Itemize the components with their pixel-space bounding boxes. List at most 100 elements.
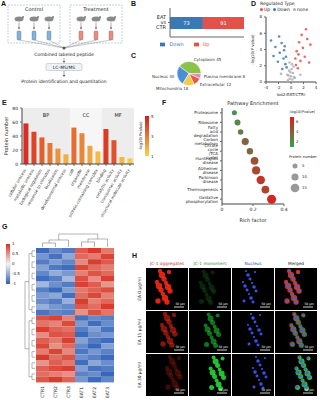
svg-text:catalytic activity: catalytic activity: [94, 168, 115, 200]
svg-text:CTR2: CTR2: [53, 386, 58, 398]
svg-text:2: 2: [296, 139, 299, 144]
svg-text:structural molecule activity: structural molecule activity: [99, 167, 131, 218]
svg-text:50 μm: 50 μm: [218, 345, 228, 349]
svg-text:-4: -4: [264, 85, 268, 90]
svg-text:-log10(Pvalue): -log10(Pvalue): [138, 121, 143, 151]
svg-text:Cytoplasm 45: Cytoplasm 45: [194, 57, 222, 62]
svg-text:4: 4: [296, 129, 299, 134]
svg-text:-log10(P value): -log10(P value): [250, 34, 255, 65]
svg-text:4: 4: [259, 47, 262, 52]
svg-text:Nucleus 30: Nucleus 30: [152, 74, 175, 79]
svg-text:Proteasome: Proteasome: [194, 110, 218, 115]
svg-text:50 μm: 50 μm: [218, 388, 228, 392]
svg-text:LC-MS/MS: LC-MS/MS: [53, 65, 75, 70]
svg-text:Control: Control: [25, 6, 43, 12]
svg-text:Alzheimerdisease: Alzheimerdisease: [198, 166, 219, 175]
svg-text:Merged: Merged: [288, 261, 304, 266]
svg-text:Protein number: Protein number: [289, 155, 317, 159]
svg-text:CTR1: CTR1: [40, 386, 45, 398]
svg-text:4: 4: [315, 85, 318, 90]
svg-text:Parkinsondisease: Parkinsondisease: [199, 175, 219, 184]
svg-text:Oxidativephosphorylation: Oxidativephosphorylation: [186, 195, 219, 204]
svg-text:EA 0 μg/ml: EA 0 μg/ml: [137, 277, 142, 300]
svg-text:Rich factor: Rich factor: [239, 217, 267, 222]
svg-text:91: 91: [220, 20, 226, 26]
svg-text:50 μm: 50 μm: [261, 302, 271, 306]
svg-text:50 μm: 50 μm: [218, 302, 228, 306]
svg-text:EATvsCTR: EATvsCTR: [156, 14, 167, 30]
svg-text:MF: MF: [114, 112, 121, 118]
svg-text:EA 30 μg/ml: EA 30 μg/ml: [137, 362, 142, 388]
svg-text:-2: -2: [277, 85, 281, 90]
svg-text:0.2: 0.2: [249, 207, 256, 212]
svg-text:50 μm: 50 μm: [175, 388, 185, 392]
svg-text:Extracellular 12: Extracellular 12: [200, 82, 232, 87]
svg-text:20: 20: [12, 148, 18, 153]
svg-text:50 μm: 50 μm: [304, 388, 314, 392]
svg-text:5: 5: [151, 114, 154, 119]
svg-text:1: 1: [12, 241, 15, 246]
svg-text:0: 0: [290, 85, 293, 90]
svg-text:5: 5: [302, 163, 305, 168]
svg-text:Plasma membrane 8: Plasma membrane 8: [204, 74, 246, 79]
svg-text:-1: -1: [12, 281, 16, 286]
svg-text:developmental process: developmental process: [39, 168, 67, 211]
svg-text:Combined labeled peptide: Combined labeled peptide: [34, 52, 94, 57]
svg-text:organelle: organelle: [69, 168, 83, 187]
svg-text:binding: binding: [95, 168, 107, 184]
svg-text:0.4: 0.4: [280, 207, 287, 212]
svg-text:Nucleus: Nucleus: [244, 261, 262, 266]
svg-text:Ribosome: Ribosome: [198, 120, 218, 125]
svg-text:-log10(Pvalue): -log10(Pvalue): [289, 110, 316, 114]
svg-text:40: 40: [12, 134, 18, 139]
svg-text:CTR3: CTR3: [66, 386, 71, 398]
svg-text:Fattyaciddegradation: Fattyaciddegradation: [194, 125, 219, 138]
svg-text:15: 15: [302, 185, 307, 190]
svg-text:50 μm: 50 μm: [175, 345, 185, 349]
svg-text:50 μm: 50 μm: [304, 345, 314, 349]
svg-text:-0.5: -0.5: [12, 271, 20, 276]
svg-text:cellular process: cellular process: [6, 168, 27, 198]
svg-text:CC: CC: [83, 112, 90, 118]
svg-text:Mitochondria 18: Mitochondria 18: [156, 86, 189, 91]
svg-text:Protein number: Protein number: [3, 116, 9, 156]
svg-text:2: 2: [302, 85, 305, 90]
svg-text:3: 3: [151, 134, 154, 139]
svg-text:membrane: membrane: [75, 168, 91, 190]
svg-text:log2(EAT/CTR): log2(EAT/CTR): [277, 92, 306, 96]
svg-text:0.5: 0.5: [12, 251, 19, 256]
svg-text:10: 10: [302, 174, 307, 179]
svg-text:Treatment: Treatment: [82, 6, 108, 12]
svg-text:0: 0: [259, 79, 262, 84]
svg-text:response to stimulus: response to stimulus: [25, 168, 51, 207]
svg-text:EA 15 μg/ml: EA 15 μg/ml: [137, 319, 142, 345]
svg-text:50 μm: 50 μm: [304, 302, 314, 306]
svg-text:Thermogenesis: Thermogenesis: [186, 187, 218, 192]
svg-text:50 μm: 50 μm: [261, 388, 271, 392]
svg-text:BP: BP: [43, 112, 49, 118]
svg-text:50 μm: 50 μm: [175, 302, 185, 306]
svg-text:0: 0: [12, 261, 15, 266]
svg-text:biological regulation: biological regulation: [18, 168, 43, 206]
svg-text:8: 8: [259, 14, 262, 19]
svg-text:EAT1: EAT1: [79, 387, 84, 398]
svg-text:0: 0: [15, 162, 18, 167]
svg-text:6: 6: [296, 119, 299, 124]
svg-text:73: 73: [183, 20, 189, 26]
svg-text:6: 6: [259, 31, 262, 36]
svg-text:metabolic process: metabolic process: [12, 168, 35, 203]
svg-text:JC-1 aggregates: JC-1 aggregates: [149, 261, 185, 266]
svg-text:EAT2: EAT2: [92, 387, 97, 398]
svg-text:50 μm: 50 μm: [261, 345, 271, 349]
svg-text:2: 2: [259, 63, 262, 68]
svg-text:EAT3: EAT3: [105, 387, 110, 398]
svg-text:0: 0: [221, 207, 224, 212]
svg-text:transporter activity: transporter activity: [99, 168, 123, 204]
svg-text:localization: localization: [43, 168, 59, 191]
svg-text:80: 80: [12, 106, 18, 111]
svg-text:1: 1: [151, 154, 154, 159]
svg-text:JC-1 monomers: JC-1 monomers: [193, 261, 228, 266]
svg-text:60: 60: [12, 120, 18, 125]
svg-text:protein-containing complex: protein-containing complex: [67, 167, 99, 218]
svg-text:Protein identification and qua: Protein identification and quantitation: [21, 79, 107, 84]
